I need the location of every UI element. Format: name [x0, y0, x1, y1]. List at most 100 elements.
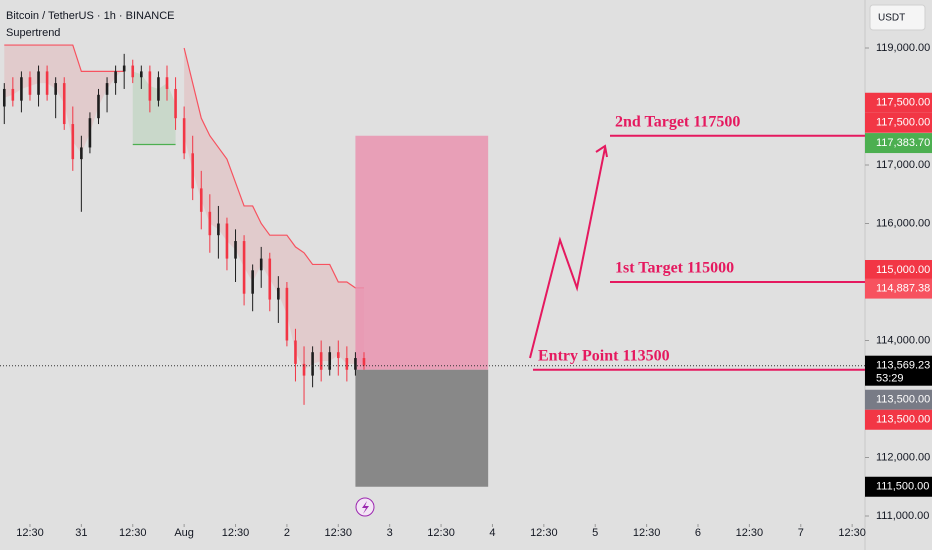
annotation-text: 1st Target 115000 — [615, 260, 734, 277]
candle-body — [345, 358, 349, 370]
candle-body — [191, 153, 194, 189]
candle-body — [182, 118, 186, 154]
candle-body — [285, 287, 289, 341]
candle-body — [28, 77, 32, 95]
candle-body — [165, 77, 169, 89]
x-tick-label: 7 — [798, 527, 804, 539]
price-label-box — [865, 133, 932, 154]
position-target — [355, 135, 489, 370]
candle-body — [20, 77, 23, 101]
candle-body — [199, 188, 203, 212]
candle-body — [131, 65, 135, 78]
candle-body — [225, 223, 229, 259]
x-tick-label: 12:30 — [16, 527, 44, 539]
candle-body — [268, 258, 272, 300]
candle-body — [217, 223, 220, 236]
candle-body — [302, 363, 306, 376]
x-tick-label: 31 — [75, 527, 87, 539]
y-tick-label: 116,000.00 — [876, 217, 930, 229]
candle-body — [354, 358, 357, 370]
candle-body — [174, 88, 177, 119]
supertrend-fill — [184, 48, 364, 370]
last-price-box — [865, 355, 932, 386]
y-tick-label: 114,000.00 — [876, 334, 930, 346]
y-tick-label: 119,000.00 — [876, 42, 930, 54]
price-label-box — [865, 92, 932, 113]
candle-body — [88, 118, 92, 148]
candle-body — [105, 83, 109, 95]
y-tick-label: 117,000.00 — [876, 159, 930, 171]
x-tick-label: 12:30 — [633, 527, 661, 539]
symbol-title: Bitcoin / TetherUS · 1h · BINANCE — [6, 10, 175, 22]
price-label: 117,500.00 — [876, 97, 930, 109]
x-tick-label: 12:30 — [530, 527, 558, 539]
candle-body — [234, 241, 237, 259]
x-tick-label: 3 — [387, 527, 393, 539]
y-tick-label: 111,000.00 — [876, 510, 929, 522]
x-tick-label: 6 — [695, 527, 701, 539]
candle-body — [148, 71, 152, 101]
price-label-box — [865, 260, 932, 280]
candle-body — [242, 241, 246, 294]
candle-body — [362, 358, 366, 366]
position-stop — [355, 369, 489, 487]
price-label-box — [865, 409, 932, 430]
x-tick-label: 12:30 — [427, 527, 455, 539]
candle-body — [319, 352, 323, 370]
price-label: 114,887.38 — [876, 282, 930, 294]
supertrend-fill — [132, 71, 176, 145]
price-label-box — [865, 112, 932, 133]
indicator-name: Supertrend — [6, 27, 60, 39]
candle-body — [251, 270, 254, 294]
x-tick-label: Aug — [174, 527, 194, 539]
candle-body — [62, 83, 66, 125]
candle-body — [259, 258, 263, 271]
currency-label[interactable]: USDT — [878, 13, 905, 24]
price-label: 117,383.70 — [876, 137, 930, 149]
candle-body — [2, 88, 6, 107]
price-label-box — [865, 389, 932, 410]
countdown-label: 53:29 — [876, 373, 904, 385]
price-label: 111,500.00 — [876, 481, 929, 493]
x-tick-label: 12:30 — [222, 527, 250, 539]
y-tick-label: 112,000.00 — [876, 451, 930, 463]
candle-body — [122, 65, 126, 72]
candle-body — [311, 352, 314, 376]
price-label: 113,500.00 — [876, 394, 930, 406]
currency-button[interactable] — [869, 4, 926, 31]
price-label: 113,500.00 — [876, 414, 930, 426]
candle-body — [71, 124, 75, 160]
price-label: 115,000.00 — [876, 264, 930, 276]
candle-body — [208, 211, 212, 236]
price-label-box — [865, 278, 932, 299]
x-tick-label: 4 — [489, 527, 495, 539]
candle-body — [80, 147, 83, 160]
annotation-text: Entry Point 113500 — [538, 347, 670, 364]
candle-body — [54, 83, 57, 95]
x-tick-label: 5 — [592, 527, 598, 539]
x-tick-label: 12:30 — [119, 527, 147, 539]
candle-body — [157, 77, 160, 101]
candle-body — [114, 71, 117, 84]
candle-body — [140, 71, 143, 78]
annotation-text: 2nd Target 117500 — [615, 113, 740, 130]
candle-body — [11, 88, 15, 101]
x-tick-label: 2 — [284, 527, 290, 539]
price-label-box — [865, 476, 932, 497]
candle-body — [328, 352, 332, 370]
last-price-label: 113,569.23 — [876, 360, 930, 372]
candle-body — [294, 340, 297, 364]
candle-body — [336, 352, 340, 359]
supertrend-line — [4, 44, 364, 289]
candle-body — [37, 71, 40, 95]
x-tick-label: 12:30 — [736, 527, 764, 539]
price-label: 117,500.00 — [876, 117, 930, 129]
candle-body — [97, 94, 100, 119]
forecast-arrow — [529, 144, 608, 359]
event-icon-bolt — [362, 501, 369, 514]
x-tick-label: 12:30 — [838, 527, 866, 539]
candle-body — [277, 287, 280, 300]
candle-body — [45, 71, 49, 95]
x-tick-label: 12:30 — [325, 527, 353, 539]
